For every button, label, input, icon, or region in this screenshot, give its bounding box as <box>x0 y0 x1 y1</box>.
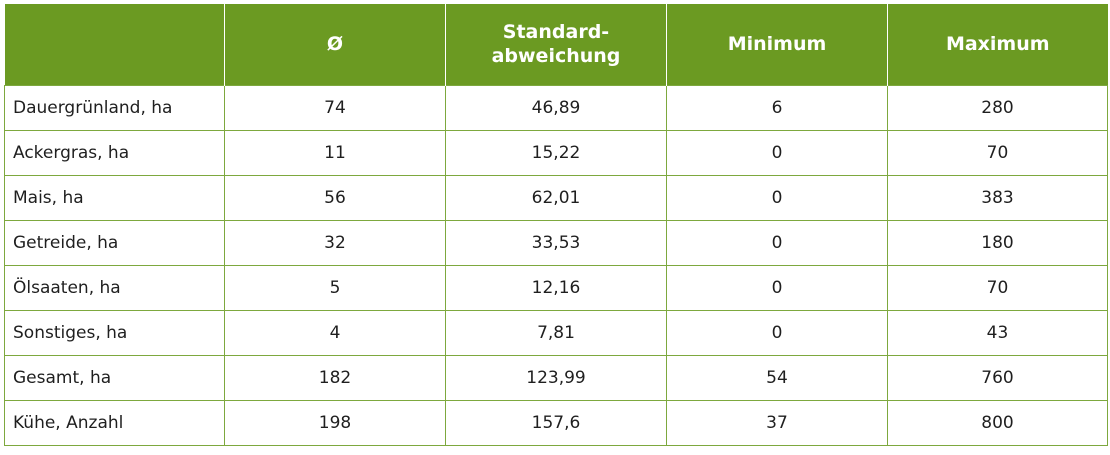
header-cell-maximum: Maximum <box>887 4 1108 86</box>
cell-std-dev: 7,81 <box>445 310 667 356</box>
cell-maximum: 43 <box>887 310 1108 356</box>
header-cell-std-dev: Standard- abweichung <box>445 4 667 86</box>
header-label: Ø <box>326 32 344 55</box>
cell-maximum: 70 <box>887 265 1108 311</box>
header-cell-mean: Ø <box>224 4 446 86</box>
cell-std-dev: 12,16 <box>445 265 667 311</box>
cell-std-dev: 157,6 <box>445 400 667 446</box>
cell-std-dev: 123,99 <box>445 355 667 401</box>
cell-minimum: 37 <box>666 400 888 446</box>
cell-minimum: 0 <box>666 310 888 356</box>
row-label: Mais, ha <box>4 175 225 221</box>
row-label: Getreide, ha <box>4 220 225 266</box>
row-label: Dauergrünland, ha <box>4 85 225 131</box>
table-body: Dauergrünland, ha 74 46,89 6 280 Ackergr… <box>4 85 1108 446</box>
table-row: Kühe, Anzahl 198 157,6 37 800 <box>4 400 1108 446</box>
cell-mean: 5 <box>224 265 446 311</box>
cell-std-dev: 15,22 <box>445 130 667 176</box>
table-row: Ackergras, ha 11 15,22 0 70 <box>4 130 1108 176</box>
cell-maximum: 180 <box>887 220 1108 266</box>
cell-std-dev: 62,01 <box>445 175 667 221</box>
cell-maximum: 70 <box>887 130 1108 176</box>
table-row: Dauergrünland, ha 74 46,89 6 280 <box>4 85 1108 131</box>
table-row: Sonstiges, ha 4 7,81 0 43 <box>4 310 1108 356</box>
table-row: Gesamt, ha 182 123,99 54 760 <box>4 355 1108 401</box>
header-label: Minimum <box>727 32 827 55</box>
row-label: Gesamt, ha <box>4 355 225 401</box>
table-header: Ø Standard- abweichung Minimum Maximum <box>4 4 1108 86</box>
cell-mean: 182 <box>224 355 446 401</box>
cell-maximum: 383 <box>887 175 1108 221</box>
cell-minimum: 0 <box>666 130 888 176</box>
cell-mean: 4 <box>224 310 446 356</box>
cell-std-dev: 33,53 <box>445 220 667 266</box>
header-label: Maximum <box>945 32 1050 55</box>
cell-minimum: 0 <box>666 175 888 221</box>
cell-minimum: 0 <box>666 220 888 266</box>
row-label: Ackergras, ha <box>4 130 225 176</box>
cell-std-dev: 46,89 <box>445 85 667 131</box>
row-label: Ölsaaten, ha <box>4 265 225 311</box>
cell-maximum: 800 <box>887 400 1108 446</box>
row-label: Kühe, Anzahl <box>4 400 225 446</box>
table-row: Getreide, ha 32 33,53 0 180 <box>4 220 1108 266</box>
header-cell-empty <box>4 4 225 86</box>
cell-mean: 32 <box>224 220 446 266</box>
cell-mean: 198 <box>224 400 446 446</box>
row-label: Sonstiges, ha <box>4 310 225 356</box>
cell-mean: 74 <box>224 85 446 131</box>
cell-minimum: 0 <box>666 265 888 311</box>
statistics-table: Ø Standard- abweichung Minimum Maximum D… <box>4 4 1108 446</box>
header-row: Ø Standard- abweichung Minimum Maximum <box>4 4 1108 86</box>
cell-mean: 11 <box>224 130 446 176</box>
table-row: Mais, ha 56 62,01 0 383 <box>4 175 1108 221</box>
header-label: Standard- abweichung <box>491 20 621 67</box>
header-cell-minimum: Minimum <box>666 4 888 86</box>
cell-minimum: 54 <box>666 355 888 401</box>
cell-maximum: 760 <box>887 355 1108 401</box>
table-row: Ölsaaten, ha 5 12,16 0 70 <box>4 265 1108 311</box>
cell-maximum: 280 <box>887 85 1108 131</box>
cell-minimum: 6 <box>666 85 888 131</box>
cell-mean: 56 <box>224 175 446 221</box>
